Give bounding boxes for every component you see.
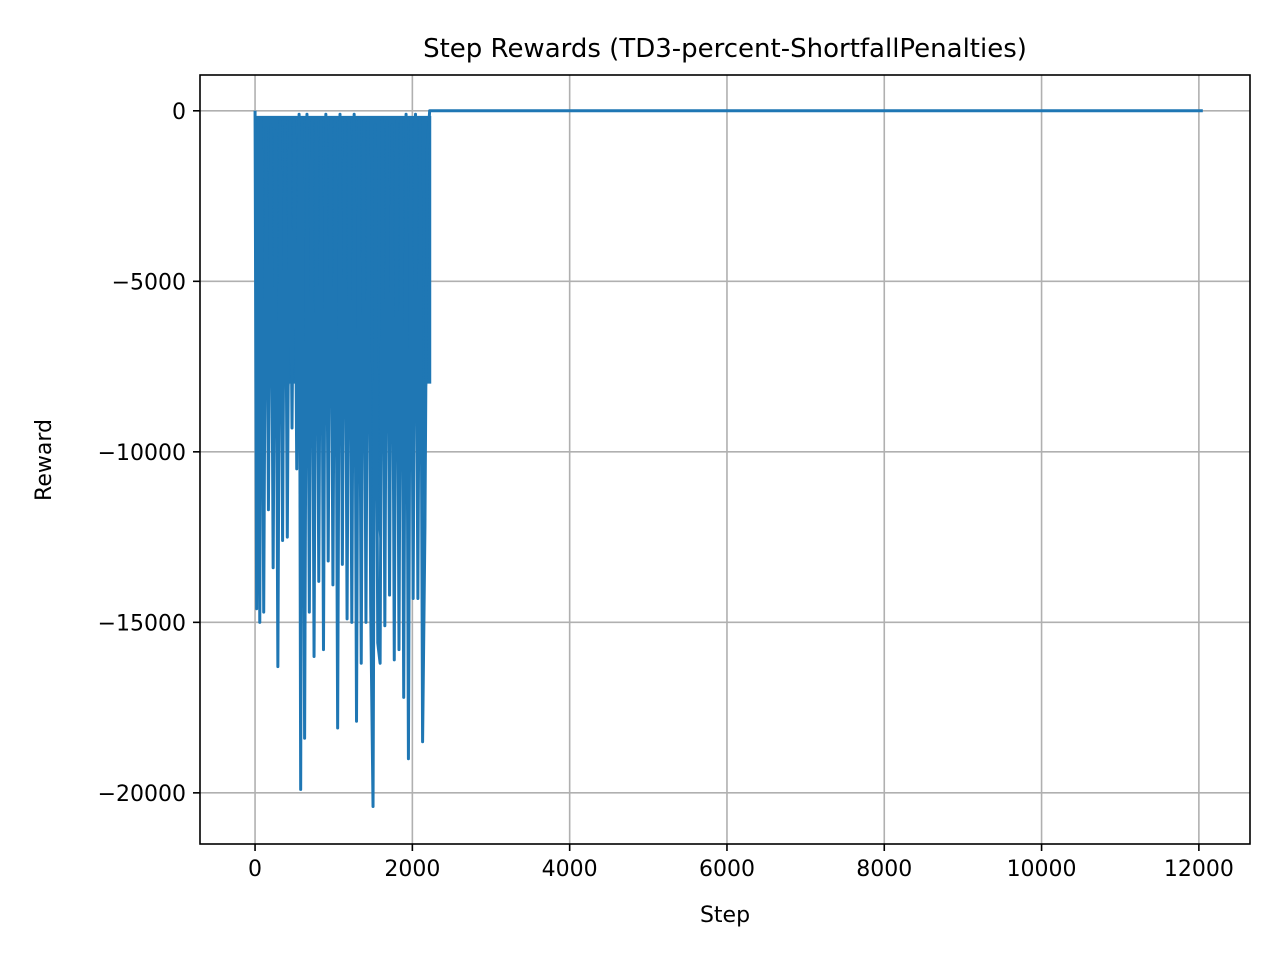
x-tick-label: 6000	[699, 857, 755, 882]
y-tick-label: −15000	[98, 611, 186, 636]
y-tick-label: −20000	[98, 782, 186, 807]
x-axis-label: Step	[700, 903, 750, 928]
x-tick-label: 10000	[1007, 857, 1077, 882]
y-tick-label: 0	[172, 100, 186, 125]
plot-frame	[199, 74, 1251, 845]
x-axis-ticks: 0 2000 4000 6000 8000 10000 12000	[248, 844, 1234, 882]
x-tick-label: 0	[248, 857, 262, 882]
chart-title: Step Rewards (TD3-percent-ShortfallPenal…	[423, 34, 1027, 64]
x-tick-label: 4000	[542, 857, 598, 882]
x-tick-label: 2000	[384, 857, 440, 882]
x-tick-label: 12000	[1164, 857, 1234, 882]
y-axis-ticks: 0 −5000 −10000 −15000 −20000	[98, 100, 200, 807]
y-tick-label: −5000	[112, 270, 186, 295]
series-line	[253, 109, 1203, 808]
series-layer	[253, 109, 1203, 808]
y-tick-label: −10000	[98, 441, 186, 466]
y-axis-label: Reward	[32, 419, 57, 501]
x-tick-label: 8000	[856, 857, 912, 882]
